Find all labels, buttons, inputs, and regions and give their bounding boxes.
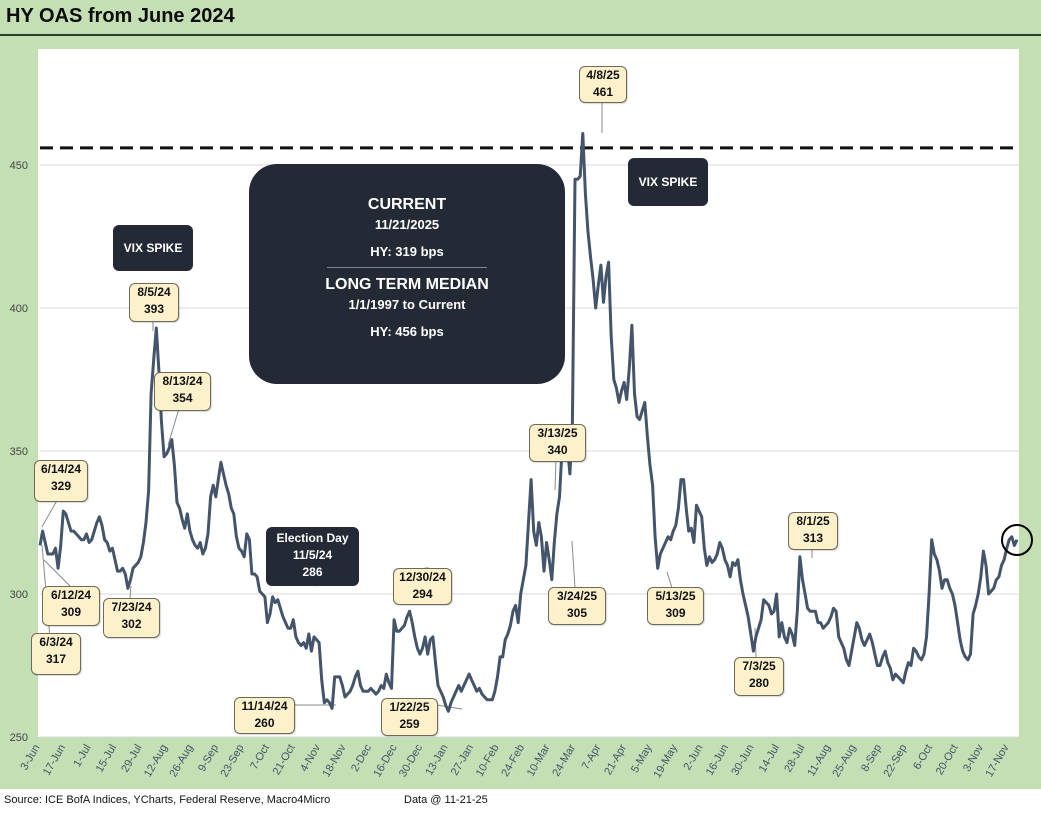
annotation-leader-line bbox=[666, 571, 673, 589]
x-tick-label: 30-Dec bbox=[397, 742, 425, 779]
election-value: 286 bbox=[302, 565, 323, 579]
chart-title: HY OAS from June 2024 bbox=[6, 5, 235, 27]
annotation-leader-line bbox=[129, 585, 132, 599]
x-tick-label: 4-Nov bbox=[298, 742, 323, 774]
annotation-1-22-25: 1/22/25 259 bbox=[381, 698, 438, 736]
annotation-3-24-25: 3/24/25 305 bbox=[548, 587, 606, 625]
vix-spike-label-2: VIX SPIKE bbox=[628, 158, 708, 206]
x-tick-label: 3-Jun bbox=[18, 743, 42, 773]
annotation-leader-line bbox=[554, 458, 557, 491]
x-tick-label: 24-Mar bbox=[550, 742, 578, 778]
annotation-6-14-24: 6/14/24 329 bbox=[34, 460, 88, 502]
x-tick-label: 22-Sep bbox=[881, 743, 909, 780]
y-tick-label: 300 bbox=[10, 589, 28, 601]
data-date: Data @ 11-21-25 bbox=[404, 794, 488, 806]
vix-spike-label-1: VIX SPIKE bbox=[113, 225, 193, 271]
y-tick-label: 400 bbox=[10, 303, 28, 315]
x-tick-label: 14-Jul bbox=[757, 743, 782, 775]
x-tick-label: 11-Aug bbox=[805, 743, 833, 779]
annotation-3-13-25: 3/13/25 340 bbox=[529, 424, 586, 462]
x-tick-label: 1-Jul bbox=[71, 743, 93, 770]
x-tick-label: 17-Jun bbox=[41, 743, 68, 778]
annotation-11-14-24: 11/14/24 260 bbox=[234, 697, 295, 734]
annotation-8-13-24: 8/13/24 354 bbox=[154, 372, 211, 411]
election-date: 11/5/24 bbox=[292, 548, 333, 562]
annotation-7-3-25: 7/3/25 280 bbox=[734, 657, 784, 696]
annotation-7-23-24: 7/23/24 302 bbox=[103, 598, 160, 638]
current-value: HY: 319 bps bbox=[370, 244, 444, 259]
annotation-5-13-25: 5/13/25 309 bbox=[647, 587, 704, 625]
x-tick-label: 17-Nov bbox=[983, 742, 1011, 779]
source-note: Source: ICE BofA Indices, YCharts, Feder… bbox=[4, 794, 331, 806]
x-tick-label: 7-Apr bbox=[580, 742, 604, 772]
current-date: 11/21/2025 bbox=[374, 217, 440, 232]
x-tick-label: 21-Oct bbox=[271, 743, 298, 778]
x-tick-label: 27-Jan bbox=[449, 743, 476, 778]
x-tick-label: 12-Aug bbox=[142, 743, 170, 780]
x-tick-label: 19-May bbox=[651, 742, 680, 780]
x-tick-label: 9-Sep bbox=[196, 743, 221, 774]
x-tick-label: 28-Jul bbox=[782, 743, 807, 775]
title-bar: HY OAS from June 2024 bbox=[0, 0, 1041, 36]
x-tick-label: 6-Oct bbox=[911, 743, 935, 772]
x-tick-label: 7-Oct bbox=[248, 743, 272, 772]
hy-oas-line bbox=[38, 132, 1019, 713]
annotation-leader-line bbox=[571, 540, 576, 589]
x-tick-label: 8-Sep bbox=[859, 743, 884, 774]
x-tick-label: 10-Feb bbox=[474, 743, 502, 779]
x-tick-label: 15-Jul bbox=[94, 743, 119, 775]
x-tick-label: 16-Jun bbox=[704, 743, 731, 778]
footer: Source: ICE BofA Indices, YCharts, Feder… bbox=[0, 790, 1041, 816]
election-label: Election Day bbox=[276, 531, 349, 545]
x-tick-label: 23-Sep bbox=[218, 743, 246, 780]
x-tick-label: 25-Aug bbox=[830, 743, 858, 780]
annotation-leader-line bbox=[43, 559, 71, 587]
x-tick-label: 13-Jan bbox=[423, 743, 450, 778]
y-tick-label: 250 bbox=[10, 732, 28, 744]
median-label: LONG TERM MEDIAN bbox=[325, 276, 489, 293]
current-point-marker bbox=[1001, 524, 1033, 556]
x-tick-label: 20-Oct bbox=[934, 743, 961, 778]
x-tick-label: 16-Dec bbox=[371, 742, 399, 779]
median-value: HY: 456 bps bbox=[370, 324, 444, 339]
x-tick-label: 2-Jun bbox=[681, 743, 705, 773]
annotation-8-5-24: 8/5/24 393 bbox=[129, 283, 179, 322]
summary-box: CURRENT 11/21/2025 HY: 319 bps LONG TERM… bbox=[249, 164, 565, 384]
y-tick-label: 450 bbox=[10, 160, 28, 172]
annotation-4-8-25: 4/8/25 461 bbox=[579, 66, 627, 103]
x-tick-label: 18-Nov bbox=[320, 742, 348, 779]
election-day-box: Election Day 11/5/24 286 bbox=[266, 527, 359, 586]
x-tick-label: 10-Mar bbox=[525, 742, 553, 778]
current-label: CURRENT bbox=[367, 196, 447, 213]
y-tick-label: 350 bbox=[10, 446, 28, 458]
x-tick-label: 3-Nov bbox=[961, 742, 986, 774]
y-axis-ticks: 250 300 350 400 450 bbox=[10, 160, 28, 744]
x-tick-label: 21-Apr bbox=[602, 742, 629, 777]
x-tick-label: 24-Feb bbox=[499, 743, 527, 779]
x-tick-label: 29-Jul bbox=[119, 743, 144, 775]
x-tick-label: 5-May bbox=[629, 742, 655, 775]
median-period: 1/1/1997 to Current bbox=[348, 297, 466, 312]
x-tick-label: 26-Aug bbox=[167, 743, 195, 780]
annotation-8-1-25: 8/1/25 313 bbox=[788, 512, 838, 550]
summary-divider bbox=[327, 267, 487, 268]
annotation-6-12-24: 6/12/24 309 bbox=[42, 586, 100, 626]
annotation-12-30-24: 12/30/24 294 bbox=[393, 568, 452, 605]
x-tick-label: 2-Dec bbox=[349, 742, 374, 774]
x-tick-label: 30-Jun bbox=[729, 743, 756, 778]
annotation-6-3-24: 6/3/24 317 bbox=[31, 633, 81, 675]
